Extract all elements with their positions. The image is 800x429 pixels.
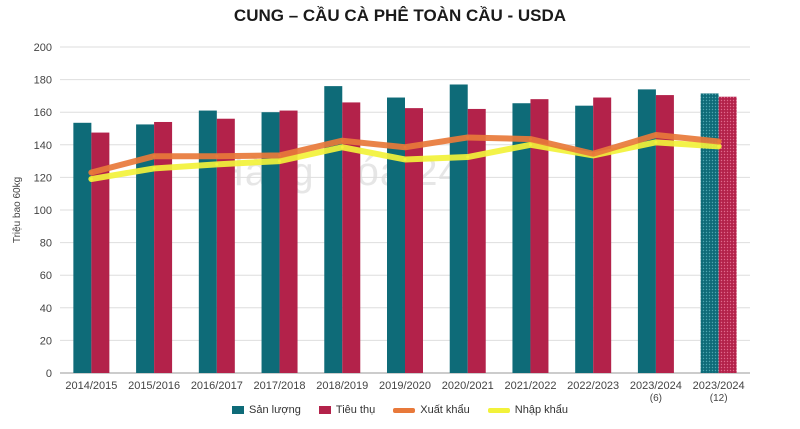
point-export bbox=[278, 153, 282, 157]
x-tick-label: 2023/2024 bbox=[630, 380, 682, 392]
legend-item-export: Xuất khẩu bbox=[393, 404, 470, 416]
point-import bbox=[278, 159, 282, 163]
point-export bbox=[403, 145, 407, 149]
x-tick-label: 2016/2017 bbox=[191, 380, 243, 392]
x-tick-label: 2021/2022 bbox=[504, 380, 556, 392]
bar-consumption bbox=[467, 108, 486, 373]
y-tick-label: 200 bbox=[34, 42, 52, 54]
x-tick-label: 2017/2018 bbox=[254, 380, 306, 392]
y-tick-label: 100 bbox=[34, 205, 52, 217]
y-tick-label: 120 bbox=[34, 172, 52, 184]
legend: Sản lượng Tiêu thụ Xuất khẩu Nhập khẩu bbox=[0, 404, 800, 416]
point-export bbox=[215, 154, 219, 158]
bar-production bbox=[324, 86, 343, 374]
chart-title: CUNG – CẦU CÀ PHÊ TOÀN CẦU - USDA bbox=[233, 6, 567, 25]
bar-consumption bbox=[530, 99, 549, 373]
y-axis-ticks: 0 20 40 60 80 100 120 140 160 180 200 bbox=[34, 42, 52, 380]
point-import bbox=[466, 155, 470, 159]
y-tick-label: 160 bbox=[34, 107, 52, 119]
x-tick-label: 2018/2019 bbox=[316, 380, 368, 392]
y-tick-label: 180 bbox=[34, 75, 52, 87]
y-tick-label: 0 bbox=[46, 368, 52, 380]
bar-production bbox=[387, 97, 405, 373]
legend-item-production: Sản lượng bbox=[232, 404, 301, 416]
x-tick-label: 2019/2020 bbox=[379, 380, 431, 392]
bar-consumption bbox=[593, 97, 612, 373]
legend-swatch-import bbox=[487, 407, 510, 413]
bar-consumption bbox=[655, 95, 674, 374]
bar-consumption bbox=[154, 121, 173, 373]
y-tick-label: 80 bbox=[40, 238, 52, 250]
legend-swatch-production bbox=[232, 406, 244, 414]
point-export bbox=[591, 152, 595, 156]
legend-label-production: Sản lượng bbox=[249, 404, 301, 416]
bar-production bbox=[700, 93, 719, 373]
lines bbox=[88, 132, 722, 183]
x-tick-label: 2020/2021 bbox=[442, 380, 494, 392]
x-axis-ticks: 2014/2015 2015/2016 2016/2017 2017/2018 2018… bbox=[65, 380, 744, 404]
point-import bbox=[152, 166, 156, 170]
x-tick-label: 2022/2023 bbox=[567, 380, 619, 392]
point-import bbox=[528, 143, 532, 147]
x-tick-label: (6) bbox=[650, 393, 662, 404]
bar-consumption bbox=[718, 96, 737, 373]
bar-consumption bbox=[405, 108, 423, 373]
point-export bbox=[528, 137, 532, 141]
bar-production bbox=[449, 84, 468, 374]
bar-production bbox=[73, 122, 92, 373]
point-export bbox=[89, 171, 93, 175]
bar-production bbox=[198, 110, 217, 373]
point-import bbox=[340, 145, 344, 149]
point-export bbox=[654, 133, 658, 137]
y-tick-label: 40 bbox=[40, 303, 52, 315]
legend-label-consumption: Tiêu thụ bbox=[335, 404, 376, 416]
legend-swatch-consumption bbox=[318, 406, 331, 414]
point-export bbox=[717, 140, 721, 144]
y-tick-label: 140 bbox=[34, 140, 52, 152]
x-tick-label: 2014/2015 bbox=[65, 380, 117, 392]
bar-consumption bbox=[279, 110, 298, 373]
bar-production bbox=[575, 105, 594, 374]
bar-consumption bbox=[91, 132, 110, 373]
legend-item-consumption: Tiêu thụ bbox=[318, 404, 376, 416]
point-import bbox=[403, 157, 407, 161]
point-export bbox=[340, 139, 344, 143]
x-tick-label: 2015/2016 bbox=[128, 380, 180, 392]
bar-production bbox=[261, 112, 280, 373]
point-import bbox=[89, 177, 93, 181]
legend-label-export: Xuất khẩu bbox=[420, 404, 470, 416]
point-export bbox=[466, 135, 470, 139]
bar-consumption bbox=[216, 118, 235, 373]
point-import bbox=[215, 162, 219, 166]
legend-label-import: Nhập khẩu bbox=[514, 404, 568, 416]
x-tick-label: (12) bbox=[710, 393, 728, 404]
bars bbox=[73, 84, 737, 374]
y-tick-label: 20 bbox=[40, 335, 52, 347]
bar-production bbox=[512, 103, 531, 374]
bar-production bbox=[637, 89, 656, 373]
bar-production bbox=[136, 124, 155, 373]
y-tick-label: 60 bbox=[40, 270, 52, 282]
x-tick-label: 2023/2024 bbox=[693, 380, 745, 392]
point-import bbox=[717, 144, 721, 148]
bar-consumption bbox=[342, 102, 361, 374]
y-axis-label: Triệu bao 60kg bbox=[12, 177, 23, 243]
point-import bbox=[654, 140, 658, 144]
legend-swatch-export bbox=[393, 407, 416, 413]
point-export bbox=[152, 154, 156, 158]
legend-item-import: Nhập khẩu bbox=[487, 404, 568, 416]
